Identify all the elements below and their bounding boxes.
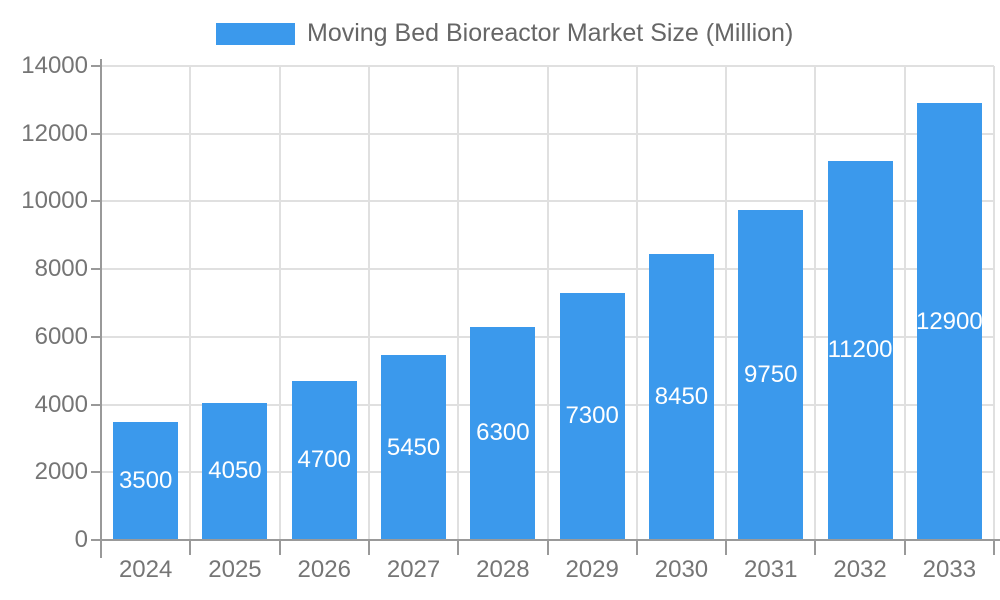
y-axis-tick: [91, 471, 101, 474]
y-axis-label: 12000: [21, 119, 88, 147]
bar-2025[interactable]: [202, 402, 268, 540]
y-axis-tick: [91, 335, 101, 338]
legend-item[interactable]: Moving Bed Bioreactor Market Size (Milli…: [216, 21, 793, 46]
bar-value-label: 8450: [654, 382, 709, 410]
x-axis-tick: [546, 540, 549, 555]
x-axis-tick: [100, 540, 102, 555]
y-axis-label: 10000: [21, 187, 88, 215]
x-axis-tick: [278, 540, 281, 555]
y-axis-tick: [91, 132, 101, 135]
y-axis-tick: [91, 539, 101, 541]
x-axis-label-2026: 2026: [297, 556, 351, 583]
x-axis-label-2027: 2027: [386, 556, 441, 583]
gridline-vertical: [189, 66, 192, 540]
bar-value-label: 5450: [386, 433, 441, 461]
bar-value-label: 6300: [476, 419, 530, 447]
x-axis-label-2030: 2030: [654, 556, 709, 583]
bar-2032[interactable]: [827, 160, 893, 540]
bar-value-label: 9750: [744, 360, 798, 388]
gridline-vertical: [725, 66, 728, 540]
y-axis-tick: [91, 65, 101, 67]
x-axis-line: [91, 539, 1000, 541]
gridline-vertical: [457, 66, 460, 540]
y-axis-label: 14000: [21, 52, 88, 79]
x-axis-label-2025: 2025: [208, 556, 262, 583]
x-axis-tick: [635, 540, 638, 555]
x-axis-tick: [725, 540, 728, 555]
y-axis-label: 4000: [34, 390, 88, 418]
gridline-vertical: [367, 66, 370, 540]
gridline-vertical: [635, 66, 638, 540]
bar-value-label: 7300: [565, 402, 619, 430]
x-axis-label-2024: 2024: [118, 556, 173, 583]
legend-swatch-icon: [216, 22, 295, 45]
x-axis-label-2029: 2029: [565, 556, 619, 583]
x-axis-label-2031: 2031: [744, 556, 798, 583]
bar-value-label: 11200: [827, 336, 893, 364]
bar-value-label: 4050: [208, 457, 262, 485]
x-axis-tick: [814, 540, 817, 555]
gridline-vertical: [903, 66, 906, 540]
x-axis-label-2032: 2032: [833, 556, 887, 583]
x-axis-tick: [903, 540, 906, 555]
bar-2027[interactable]: [381, 355, 447, 540]
bar-2024[interactable]: [113, 421, 179, 540]
bar-value-label: 4700: [297, 446, 351, 474]
x-axis-tick: [993, 540, 995, 555]
x-axis-tick: [189, 540, 192, 555]
y-axis-label: 0: [74, 526, 88, 553]
bar-2029[interactable]: [559, 292, 625, 540]
bar-2031[interactable]: [738, 209, 804, 540]
gridline-vertical: [278, 66, 281, 540]
y-axis-tick: [91, 268, 101, 271]
y-axis-tick: [91, 403, 101, 406]
bar-value-label: 3500: [118, 466, 173, 494]
y-axis-line: [100, 59, 102, 558]
y-axis-label: 8000: [34, 255, 88, 283]
x-axis-label-2033: 2033: [922, 556, 977, 583]
y-axis-label: 2000: [34, 458, 88, 486]
plot-area: 3500 4050 4700 5450 6300 7300 8450 9750 11200 129…: [101, 65, 995, 540]
y-axis-tick: [91, 200, 101, 203]
bar-2033[interactable]: [916, 103, 982, 540]
x-axis-tick: [457, 540, 460, 555]
bar-2028[interactable]: [470, 326, 536, 540]
y-axis-label: 6000: [34, 322, 88, 350]
gridline-vertical: [814, 66, 817, 540]
gridline-vertical: [546, 66, 549, 540]
x-axis-label-2028: 2028: [476, 556, 530, 583]
x-axis-tick: [367, 540, 370, 555]
bar-value-label: 12900: [915, 307, 983, 335]
gridline-vertical: [993, 66, 995, 540]
bar-2026[interactable]: [291, 380, 357, 540]
legend-label: Moving Bed Bioreactor Market Size (Milli…: [307, 19, 794, 47]
bar-2030[interactable]: [648, 253, 714, 540]
